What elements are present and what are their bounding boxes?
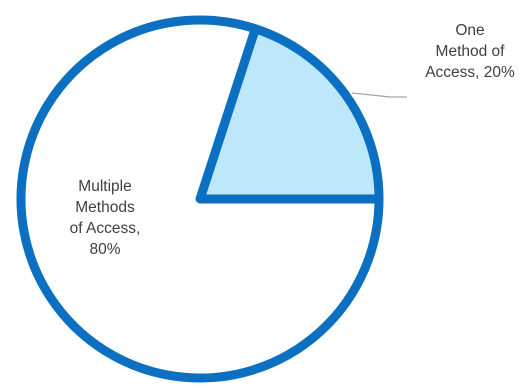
data-label-line: Access, 20% <box>425 64 515 81</box>
data-label-line: Methods <box>75 199 135 216</box>
data-label-multiple-methods: Multiple Methods of Access, 80% <box>40 176 170 260</box>
data-label-one-method: One Method of Access, 20% <box>402 20 532 83</box>
pie-slice-1 <box>16 15 384 383</box>
leader-lines <box>351 92 407 98</box>
data-label-line: One <box>455 22 485 39</box>
data-label-line: Multiple <box>78 178 132 195</box>
leader-line <box>351 92 407 98</box>
data-label-line: of Access, <box>69 220 141 237</box>
data-label-line: 80% <box>89 241 121 258</box>
pie-slices <box>16 15 384 383</box>
data-label-line: Method of <box>435 43 505 60</box>
